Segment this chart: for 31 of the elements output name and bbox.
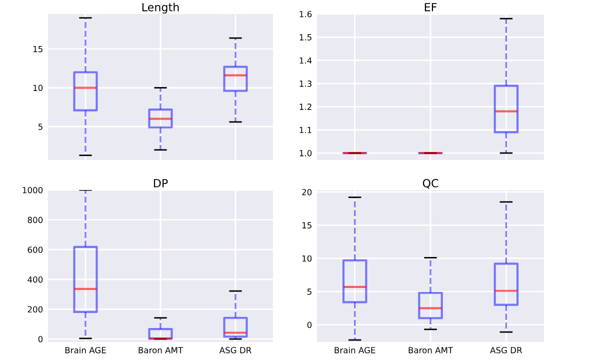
y-tick-label: 20 [302, 188, 312, 196]
y-tick-label: 15 [302, 222, 312, 228]
y-tick-label: 600 [28, 246, 43, 253]
y-tick-label: 0 [38, 336, 43, 342]
y-tick-label: 15 [33, 46, 42, 52]
x-tick-label: ASG DR [490, 347, 522, 354]
x-tick-label: Baron AMT [408, 347, 454, 354]
y-tick-label: 1.2 [300, 104, 312, 110]
y-tick-label: 10 [33, 84, 43, 92]
y-tick-label: 400 [28, 276, 43, 283]
y-tick-label: 5 [307, 288, 312, 295]
chart-title: QC [422, 178, 438, 189]
y-tick-label: 800 [28, 216, 43, 224]
x-tick-label: Brain AGE [334, 346, 376, 354]
chart-title: EF [424, 3, 437, 12]
x-tick-label: ASG DR [219, 347, 252, 354]
chart-title: DP [154, 179, 168, 188]
y-tick-label: 0 [307, 322, 312, 328]
y-tick-label: 5 [38, 124, 42, 130]
y-tick-label: 200 [28, 306, 43, 312]
y-tick-label: 1.4 [300, 57, 312, 64]
y-tick-label: 1000 [22, 186, 43, 194]
x-tick-label: Baron AMT [138, 347, 184, 354]
y-tick-label: 1.6 [300, 10, 312, 18]
y-tick-label: 1.5 [300, 34, 312, 40]
x-tick-label: Brain AGE [65, 346, 106, 354]
y-tick-label: 10 [302, 255, 312, 262]
y-tick-label: 1.0 [300, 150, 312, 156]
y-tick-label: 1.1 [300, 126, 312, 134]
y-tick-label: 1.3 [300, 80, 312, 87]
chart-title: Length [142, 2, 179, 14]
